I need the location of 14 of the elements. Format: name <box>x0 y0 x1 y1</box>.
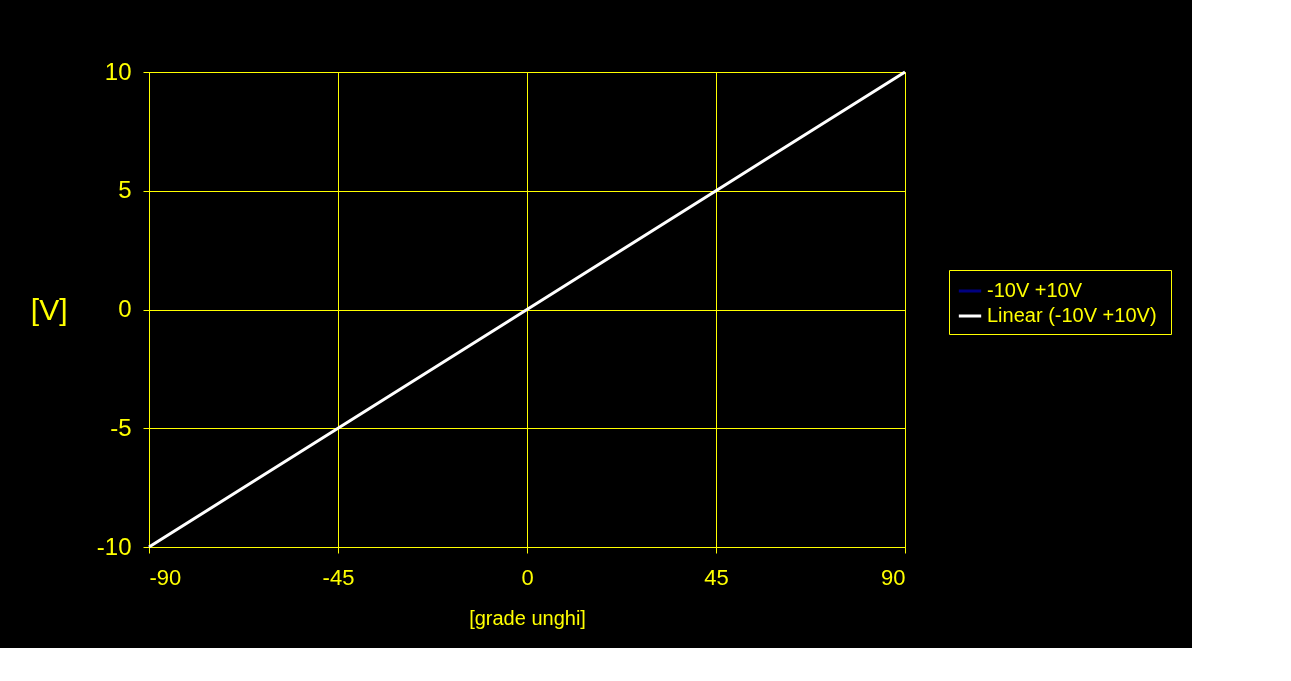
x-tick-label: -45 <box>322 564 355 590</box>
x-tick-label: 0 <box>521 564 534 590</box>
legend-label: Linear (-10V +10V) <box>987 304 1157 326</box>
legend-label: -10V +10V <box>987 279 1083 301</box>
x-tick-label: 45 <box>704 564 729 590</box>
x-tick-label: -90 <box>149 564 182 590</box>
y-tick-label: 0 <box>118 295 132 322</box>
x-tick-label: 90 <box>881 564 906 590</box>
y-axis-title: [V] <box>30 292 68 326</box>
y-tick-label: -10 <box>96 532 132 560</box>
y-tick-label: 10 <box>104 57 132 85</box>
y-tick-label: 5 <box>118 176 132 204</box>
x-axis-title: [grade unghi] <box>469 606 586 629</box>
y-tick-label: -5 <box>110 413 132 441</box>
